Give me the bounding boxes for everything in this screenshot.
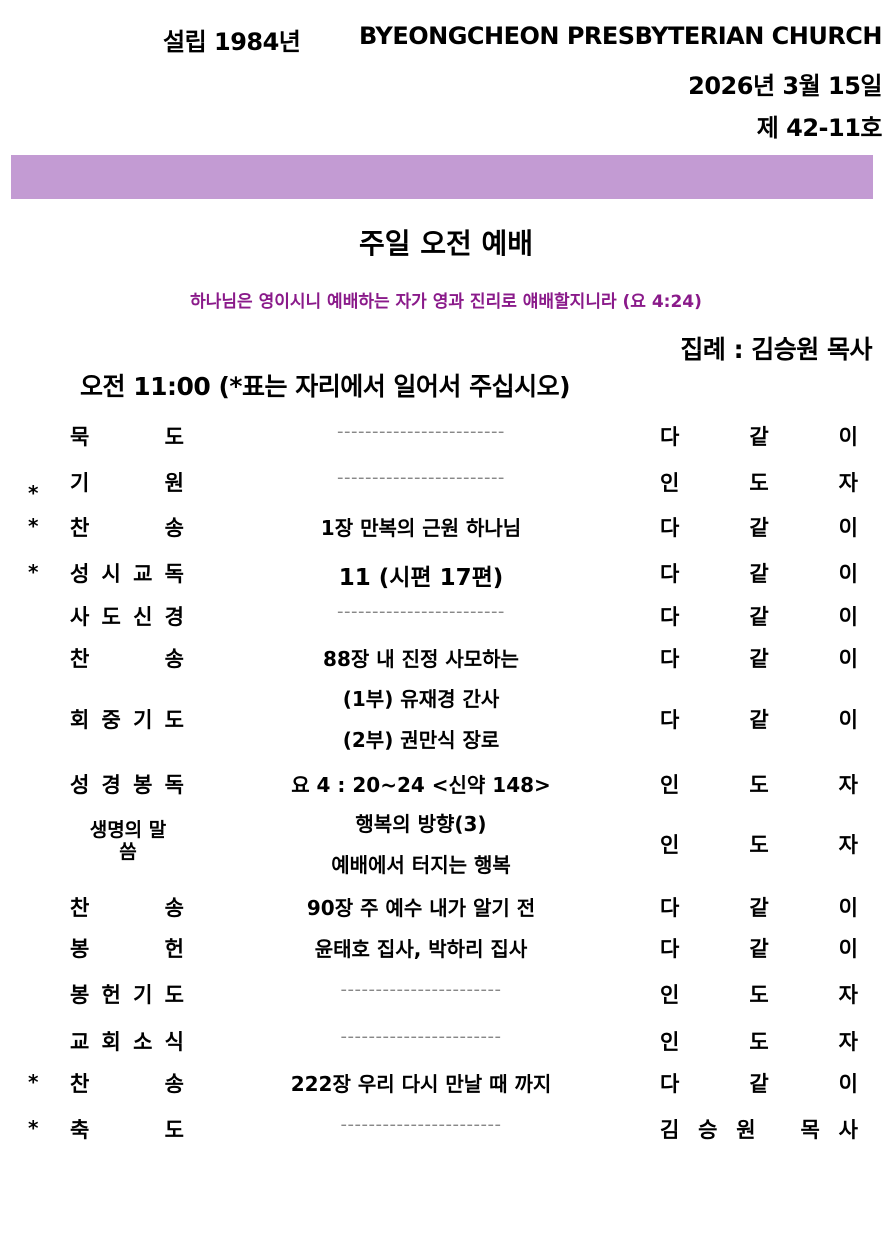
order-item-content: 90장 주 예수 내가 알기 전 [306,896,536,920]
order-item-content: 88장 내 진정 사모하는 [323,647,519,671]
officiant: 집례 : 김승원 목사 [680,335,872,364]
order-item-leader: 인도자 [660,833,858,857]
order-item-label: 기원 [70,471,260,495]
order-item-leader: 다같이 [660,425,858,449]
order-item-label: 찬송 [70,896,260,920]
issue-number: 제 42-11호 [756,114,883,142]
order-item-leader: 다같이 [660,647,858,671]
order-item-label: 생명의 말씀 [89,819,167,863]
service-time-note: 오전 11:00 (*표는 자리에서 일어서 주십시오) [80,372,571,401]
order-item-leader: 인도자 [660,773,858,797]
order-item-content: 예배에서 터지는 행복 [331,853,511,877]
order-item-content: 행복의 방향(3) [355,812,487,836]
order-item-label: 봉헌기도 [70,983,197,1007]
standing-marker: * [28,1070,39,1094]
church-name: BYEONGCHEON PRESBYTERIAN CHURCH [358,22,883,50]
order-item-content: 11 (시편 17편) [338,565,504,591]
service-title: 주일 오전 예배 [358,227,534,260]
order-item-label: 찬송 [70,516,260,540]
order-item-content: (2부) 권만식 장로 [342,728,500,752]
order-item-label: 축도 [70,1118,260,1142]
order-item-label: 성시교독 [70,562,197,586]
order-item-leader: 김승원 목사 [660,1118,877,1142]
order-item-label: 묵도 [70,425,260,449]
order-item-label: 성경봉독 [70,773,197,797]
order-item-leader: 다같이 [660,708,858,732]
founded-year: 설립 1984년 [163,28,301,56]
order-item-label: 찬송 [70,647,260,671]
order-item-leader: 다같이 [660,605,858,629]
order-item-leader: 다같이 [660,896,858,920]
order-item-content: (1부) 유재경 간사 [342,687,500,711]
placeholder-dashes: ----------------------- [340,1114,502,1135]
placeholder-dashes: ------------------------ [337,601,505,622]
order-item-content: 222장 우리 다시 만날 때 까지 [290,1072,552,1096]
placeholder-dashes: ----------------------- [340,979,502,1000]
standing-marker: * [28,560,39,584]
order-item-leader: 다같이 [660,562,858,586]
order-item-leader: 인도자 [660,983,858,1007]
order-item-label: 회중기도 [70,708,197,732]
order-item-leader: 다같이 [660,1072,858,1096]
standing-marker: * [28,514,39,538]
order-item-leader: 인도자 [660,471,858,495]
order-item-label: 찬송 [70,1072,260,1096]
standing-marker: * [28,481,39,505]
placeholder-dashes: ------------------------ [337,421,505,442]
order-item-label: 사도신경 [70,605,197,629]
placeholder-dashes: ------------------------ [337,467,505,488]
bulletin-date: 2026년 3월 15일 [688,72,882,100]
order-item-label: 교회소식 [70,1030,197,1054]
scripture-verse: 하나님은 영이시니 예배하는 자가 영과 진리로 얘배할지니라 (요 4:24) [190,292,702,312]
order-item-label: 봉헌 [70,937,260,961]
order-item-leader: 다같이 [660,516,858,540]
order-item-content: 윤태호 집사, 박하리 집사 [314,937,528,961]
header-band [11,155,873,199]
order-item-content: 요 4 : 20~24 <신약 148> [291,773,551,797]
order-item-content: 1장 만복의 근원 하나님 [320,516,522,540]
order-item-leader: 인도자 [660,1030,858,1054]
order-item-leader: 다같이 [660,937,858,961]
placeholder-dashes: ----------------------- [340,1026,502,1047]
standing-marker: * [28,1116,39,1140]
